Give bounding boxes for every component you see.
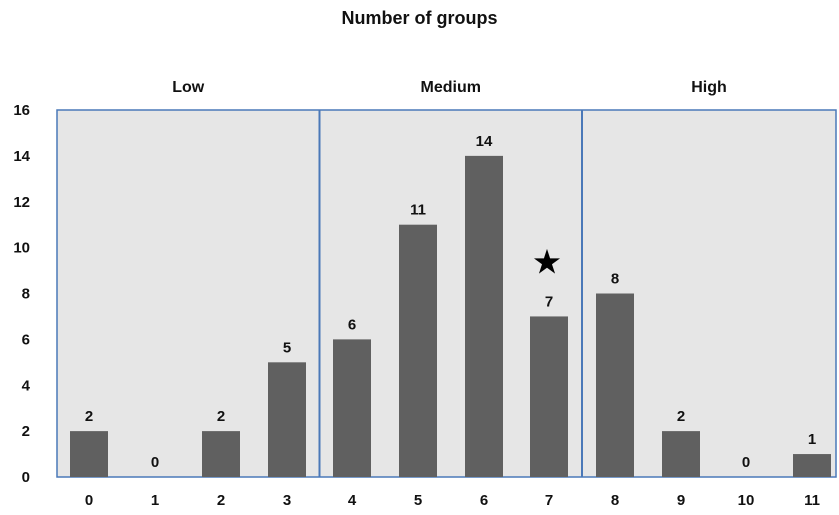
bar-value-label: 8 [611, 271, 619, 288]
y-tick-label: 0 [22, 469, 30, 486]
region-label-medium: Medium [421, 79, 481, 96]
bar-value-label: 7 [545, 293, 553, 310]
bar-11 [793, 454, 831, 477]
bar-7 [530, 316, 568, 477]
bar-5 [399, 225, 437, 477]
x-tick-label: 11 [804, 492, 820, 509]
bar-value-label: 5 [283, 339, 291, 356]
y-tick-label: 6 [22, 331, 30, 348]
y-tick-label: 16 [13, 102, 30, 119]
bar-value-label: 11 [410, 202, 426, 219]
y-tick-label: 2 [22, 423, 30, 440]
bar-value-label: 0 [742, 454, 750, 471]
bar-4 [333, 339, 371, 477]
bar-8 [596, 294, 634, 478]
x-tick-label: 1 [151, 492, 159, 509]
y-tick-label: 4 [22, 377, 31, 394]
x-tick-label: 4 [348, 492, 357, 509]
x-tick-label: 7 [545, 492, 553, 509]
x-tick-label: 3 [283, 492, 291, 509]
x-tick-label: 10 [738, 492, 755, 509]
bar-value-label: 1 [808, 431, 816, 448]
x-tick-label: 8 [611, 492, 619, 509]
bar-2 [202, 431, 240, 477]
y-tick-label: 12 [13, 194, 30, 211]
plot-area [57, 110, 836, 477]
bar-value-label: 2 [677, 408, 685, 425]
region-label-low: Low [172, 79, 205, 96]
star-annotation: ★ [532, 243, 562, 281]
x-tick-label: 2 [217, 492, 225, 509]
bar-value-label: 2 [85, 408, 93, 425]
bar-value-label: 14 [476, 133, 493, 150]
bar-3 [268, 362, 306, 477]
x-tick-label: 6 [480, 492, 488, 509]
x-tick-label: 9 [677, 492, 685, 509]
bar-9 [662, 431, 700, 477]
bar-6 [465, 156, 503, 477]
x-tick-label: 5 [414, 492, 422, 509]
bar-0 [70, 431, 108, 477]
y-tick-label: 14 [13, 148, 30, 165]
region-label-high: High [691, 79, 727, 96]
bar-value-label: 0 [151, 454, 159, 471]
y-tick-label: 8 [22, 286, 30, 303]
y-tick-label: 10 [13, 240, 30, 257]
x-tick-label: 0 [85, 492, 93, 509]
bar-value-label: 6 [348, 316, 356, 333]
bar-value-label: 2 [217, 408, 225, 425]
